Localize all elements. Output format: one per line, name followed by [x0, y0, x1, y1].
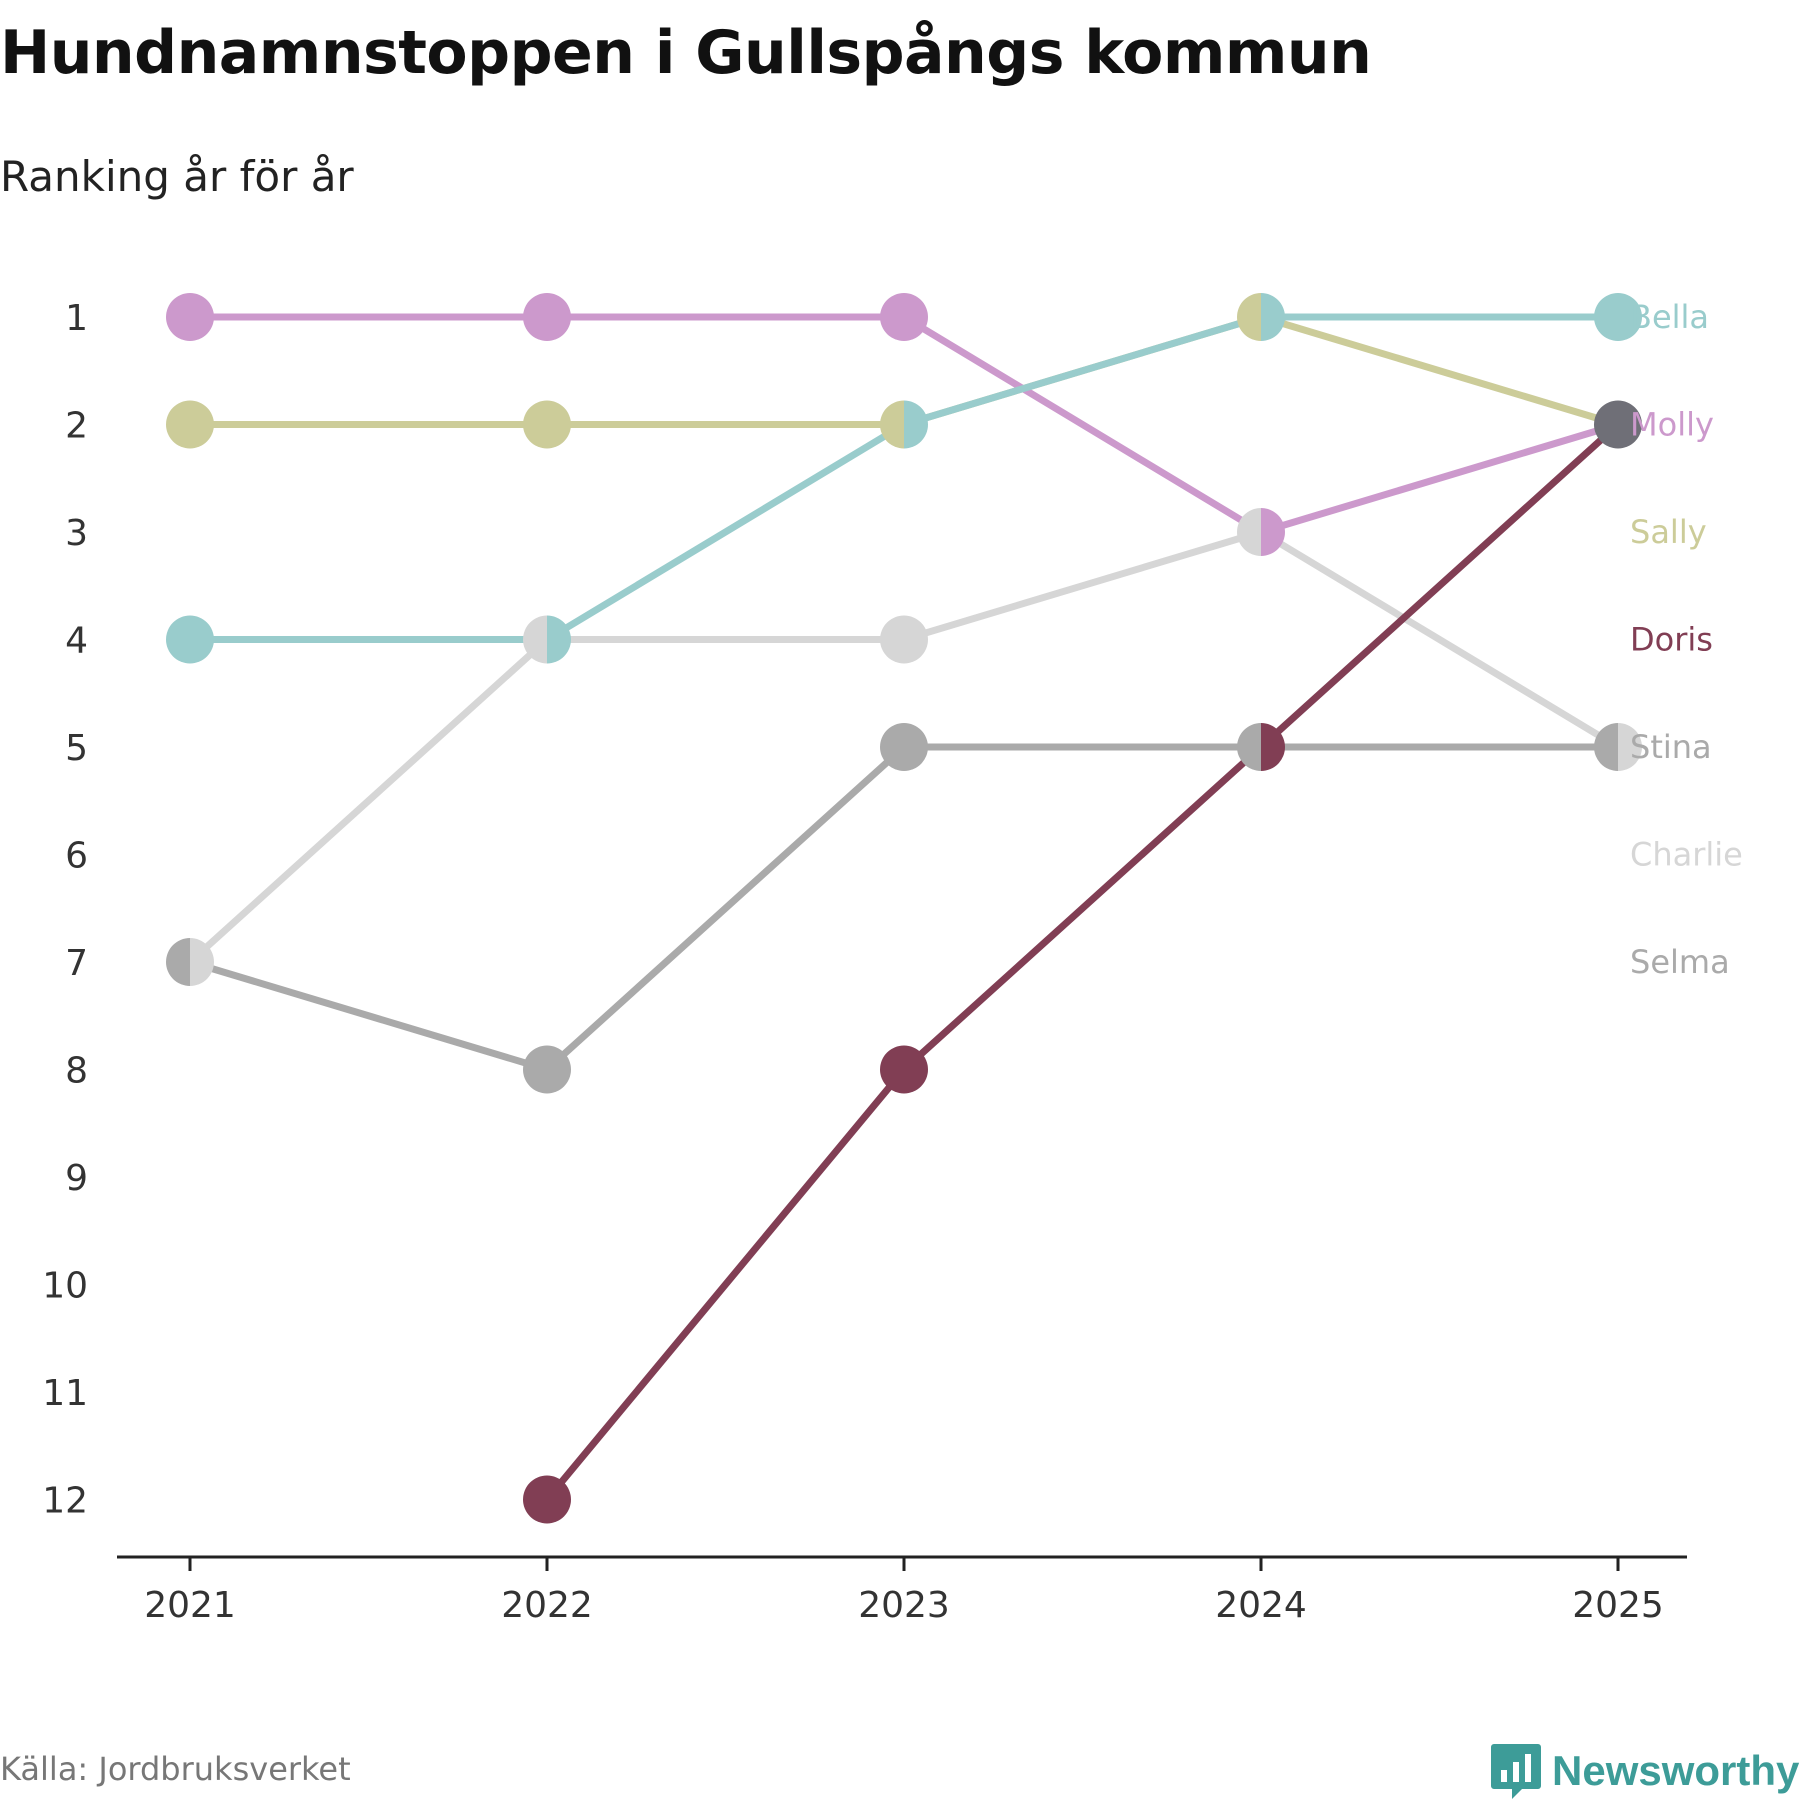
series-point-selma: [166, 938, 190, 986]
series-point-molly: [166, 293, 214, 341]
chart-title: Hundnamnstoppen i Gullspångs kommun: [0, 18, 1372, 88]
series-point-sally: [1237, 293, 1261, 341]
series-point-charlie: [880, 615, 928, 664]
y-tick-label: 12: [42, 1481, 88, 1522]
series-lines: [187, 313, 1621, 1502]
series-points: [166, 293, 1642, 1524]
end-label-charlie: Charlie: [1630, 836, 1743, 874]
series-point-molly: [880, 293, 928, 341]
series-point-sally: [880, 400, 904, 449]
y-tick-label: 1: [65, 298, 88, 339]
series-point-sally: [166, 400, 214, 449]
series-point-charlie: [190, 938, 214, 986]
x-tick-label: 2021: [144, 1585, 236, 1626]
y-tick-label: 7: [65, 943, 88, 984]
y-tick-label: 4: [65, 621, 88, 662]
series-point-bella: [547, 615, 571, 664]
brand-logo: Newsworthy: [1490, 1742, 1799, 1800]
newsworthy-icon: [1491, 1744, 1541, 1799]
end-label-stina: Stina: [1630, 728, 1712, 766]
end-label-bella: Bella: [1630, 298, 1709, 336]
y-tick-label: 2: [65, 406, 88, 447]
series-point-doris: [1261, 723, 1285, 771]
end-label-doris: Doris: [1630, 621, 1713, 659]
series-point-selma: [523, 1045, 571, 1094]
series-point-doris: [880, 1045, 928, 1094]
x-tick-label: 2023: [858, 1585, 950, 1626]
chart-subtitle: Ranking år för år: [0, 152, 354, 201]
end-label-selma: Selma: [1630, 943, 1730, 981]
end-label-sally: Sally: [1630, 513, 1707, 551]
series-point-bella: [166, 615, 214, 664]
y-tick-label: 5: [65, 728, 88, 769]
x-tick-label: 2024: [1215, 1585, 1307, 1626]
y-tick-label: 8: [65, 1051, 88, 1092]
y-tick-label: 9: [65, 1158, 88, 1199]
y-tick-label: 10: [42, 1266, 88, 1307]
series-point-selma: [1594, 723, 1618, 771]
y-tick-label: 3: [65, 513, 88, 554]
series-point-charlie: [1237, 508, 1261, 556]
series-point-selma: [1237, 723, 1261, 771]
source-note: Källa: Jordbruksverket: [0, 1750, 351, 1788]
y-tick-label: 6: [65, 836, 88, 877]
x-tick-label: 2025: [1572, 1585, 1664, 1626]
series-point-molly: [523, 293, 571, 341]
y-tick-label: 11: [42, 1373, 88, 1414]
series-end-labels: Bella Molly Sally Doris Stina Charlie Selma: [1630, 298, 1743, 981]
series-point-bella: [904, 400, 928, 449]
overlap-point: [1594, 400, 1642, 449]
series-point-bella: [1261, 293, 1285, 341]
series-line-bella: [190, 313, 1618, 643]
series-point-sally: [523, 400, 571, 449]
series-point-charlie: [523, 615, 547, 664]
series-point-doris: [523, 1475, 571, 1524]
series-point-charlie: [1618, 723, 1642, 771]
series-line-selma: [188, 743, 1618, 1073]
series-point-selma: [880, 723, 928, 771]
series-point-molly: [1261, 508, 1285, 556]
end-label-molly: Molly: [1630, 406, 1714, 444]
brand-name: Newsworthy: [1552, 1747, 1800, 1794]
series-line-doris: [544, 421, 1621, 1502]
x-tick-label: 2022: [501, 1585, 593, 1626]
series-point-bella: [1594, 293, 1642, 341]
